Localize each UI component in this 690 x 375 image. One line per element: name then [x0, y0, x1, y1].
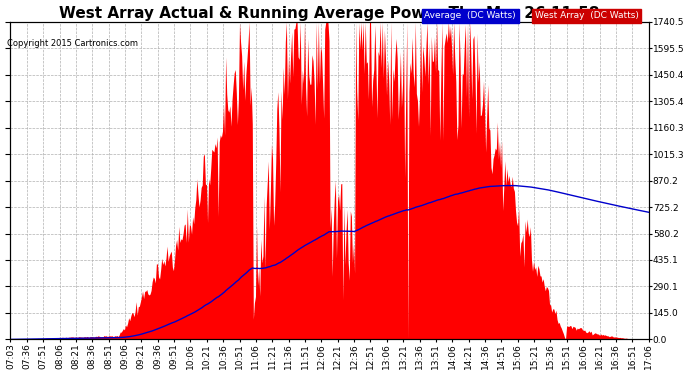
Text: West Array  (DC Watts): West Array (DC Watts) [535, 11, 639, 20]
Text: Copyright 2015 Cartronics.com: Copyright 2015 Cartronics.com [7, 39, 138, 48]
Title: West Array Actual & Running Average Power Thu Mar 26 11:58: West Array Actual & Running Average Powe… [59, 6, 600, 21]
Text: Average  (DC Watts): Average (DC Watts) [424, 11, 516, 20]
